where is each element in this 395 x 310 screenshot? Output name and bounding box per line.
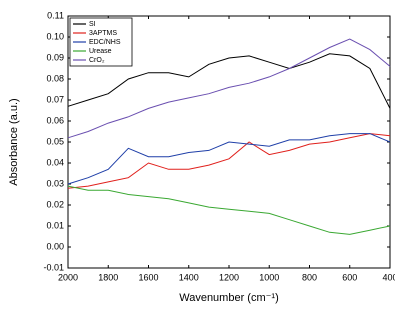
- y-tick-label: 0.03: [46, 178, 64, 188]
- x-tick-label: 1800: [98, 272, 118, 282]
- series-line: [68, 186, 390, 234]
- x-tick-label: 1200: [219, 272, 239, 282]
- chart: Wavenumber (cm⁻¹) Absorbance (a.u.) -0.0…: [0, 0, 395, 310]
- y-tick-label: 0.08: [46, 73, 64, 83]
- y-tick-label: 0.09: [46, 52, 64, 62]
- legend-label: CrO₂: [89, 57, 105, 64]
- y-tick-label: 0.00: [46, 241, 64, 251]
- legend-label: 3APTMS: [89, 30, 117, 37]
- legend-label: EDC/NHS: [89, 39, 121, 46]
- x-tick-label: 1400: [179, 272, 199, 282]
- legend-label: SI: [89, 21, 96, 28]
- y-tick-label: 0.04: [46, 157, 64, 167]
- y-axis-label: Absorbance (a.u.): [8, 98, 20, 185]
- x-tick-label: 800: [302, 272, 317, 282]
- y-tick-label: 0.11: [47, 10, 64, 20]
- x-tick-label: 2000: [58, 272, 78, 282]
- x-tick-label: 400: [382, 272, 395, 282]
- x-axis-label: Wavenumber (cm⁻¹): [179, 292, 279, 304]
- y-tick-label: 0.02: [46, 199, 64, 209]
- x-tick-label: 1000: [259, 272, 279, 282]
- y-tick-label: 0.05: [46, 136, 64, 146]
- y-tick-label: 0.01: [46, 220, 64, 230]
- y-tick-label: 0.06: [46, 115, 64, 125]
- page: {"chart_data": {"type": "line", "xlabel"…: [0, 0, 395, 310]
- y-tick-label: 0.10: [46, 31, 64, 41]
- x-tick-label: 1600: [138, 272, 158, 282]
- y-tick-label: 0.07: [46, 94, 64, 104]
- legend-label: Urease: [89, 48, 112, 55]
- y-tick-label: -0.01: [43, 262, 64, 272]
- x-tick-label: 600: [342, 272, 357, 282]
